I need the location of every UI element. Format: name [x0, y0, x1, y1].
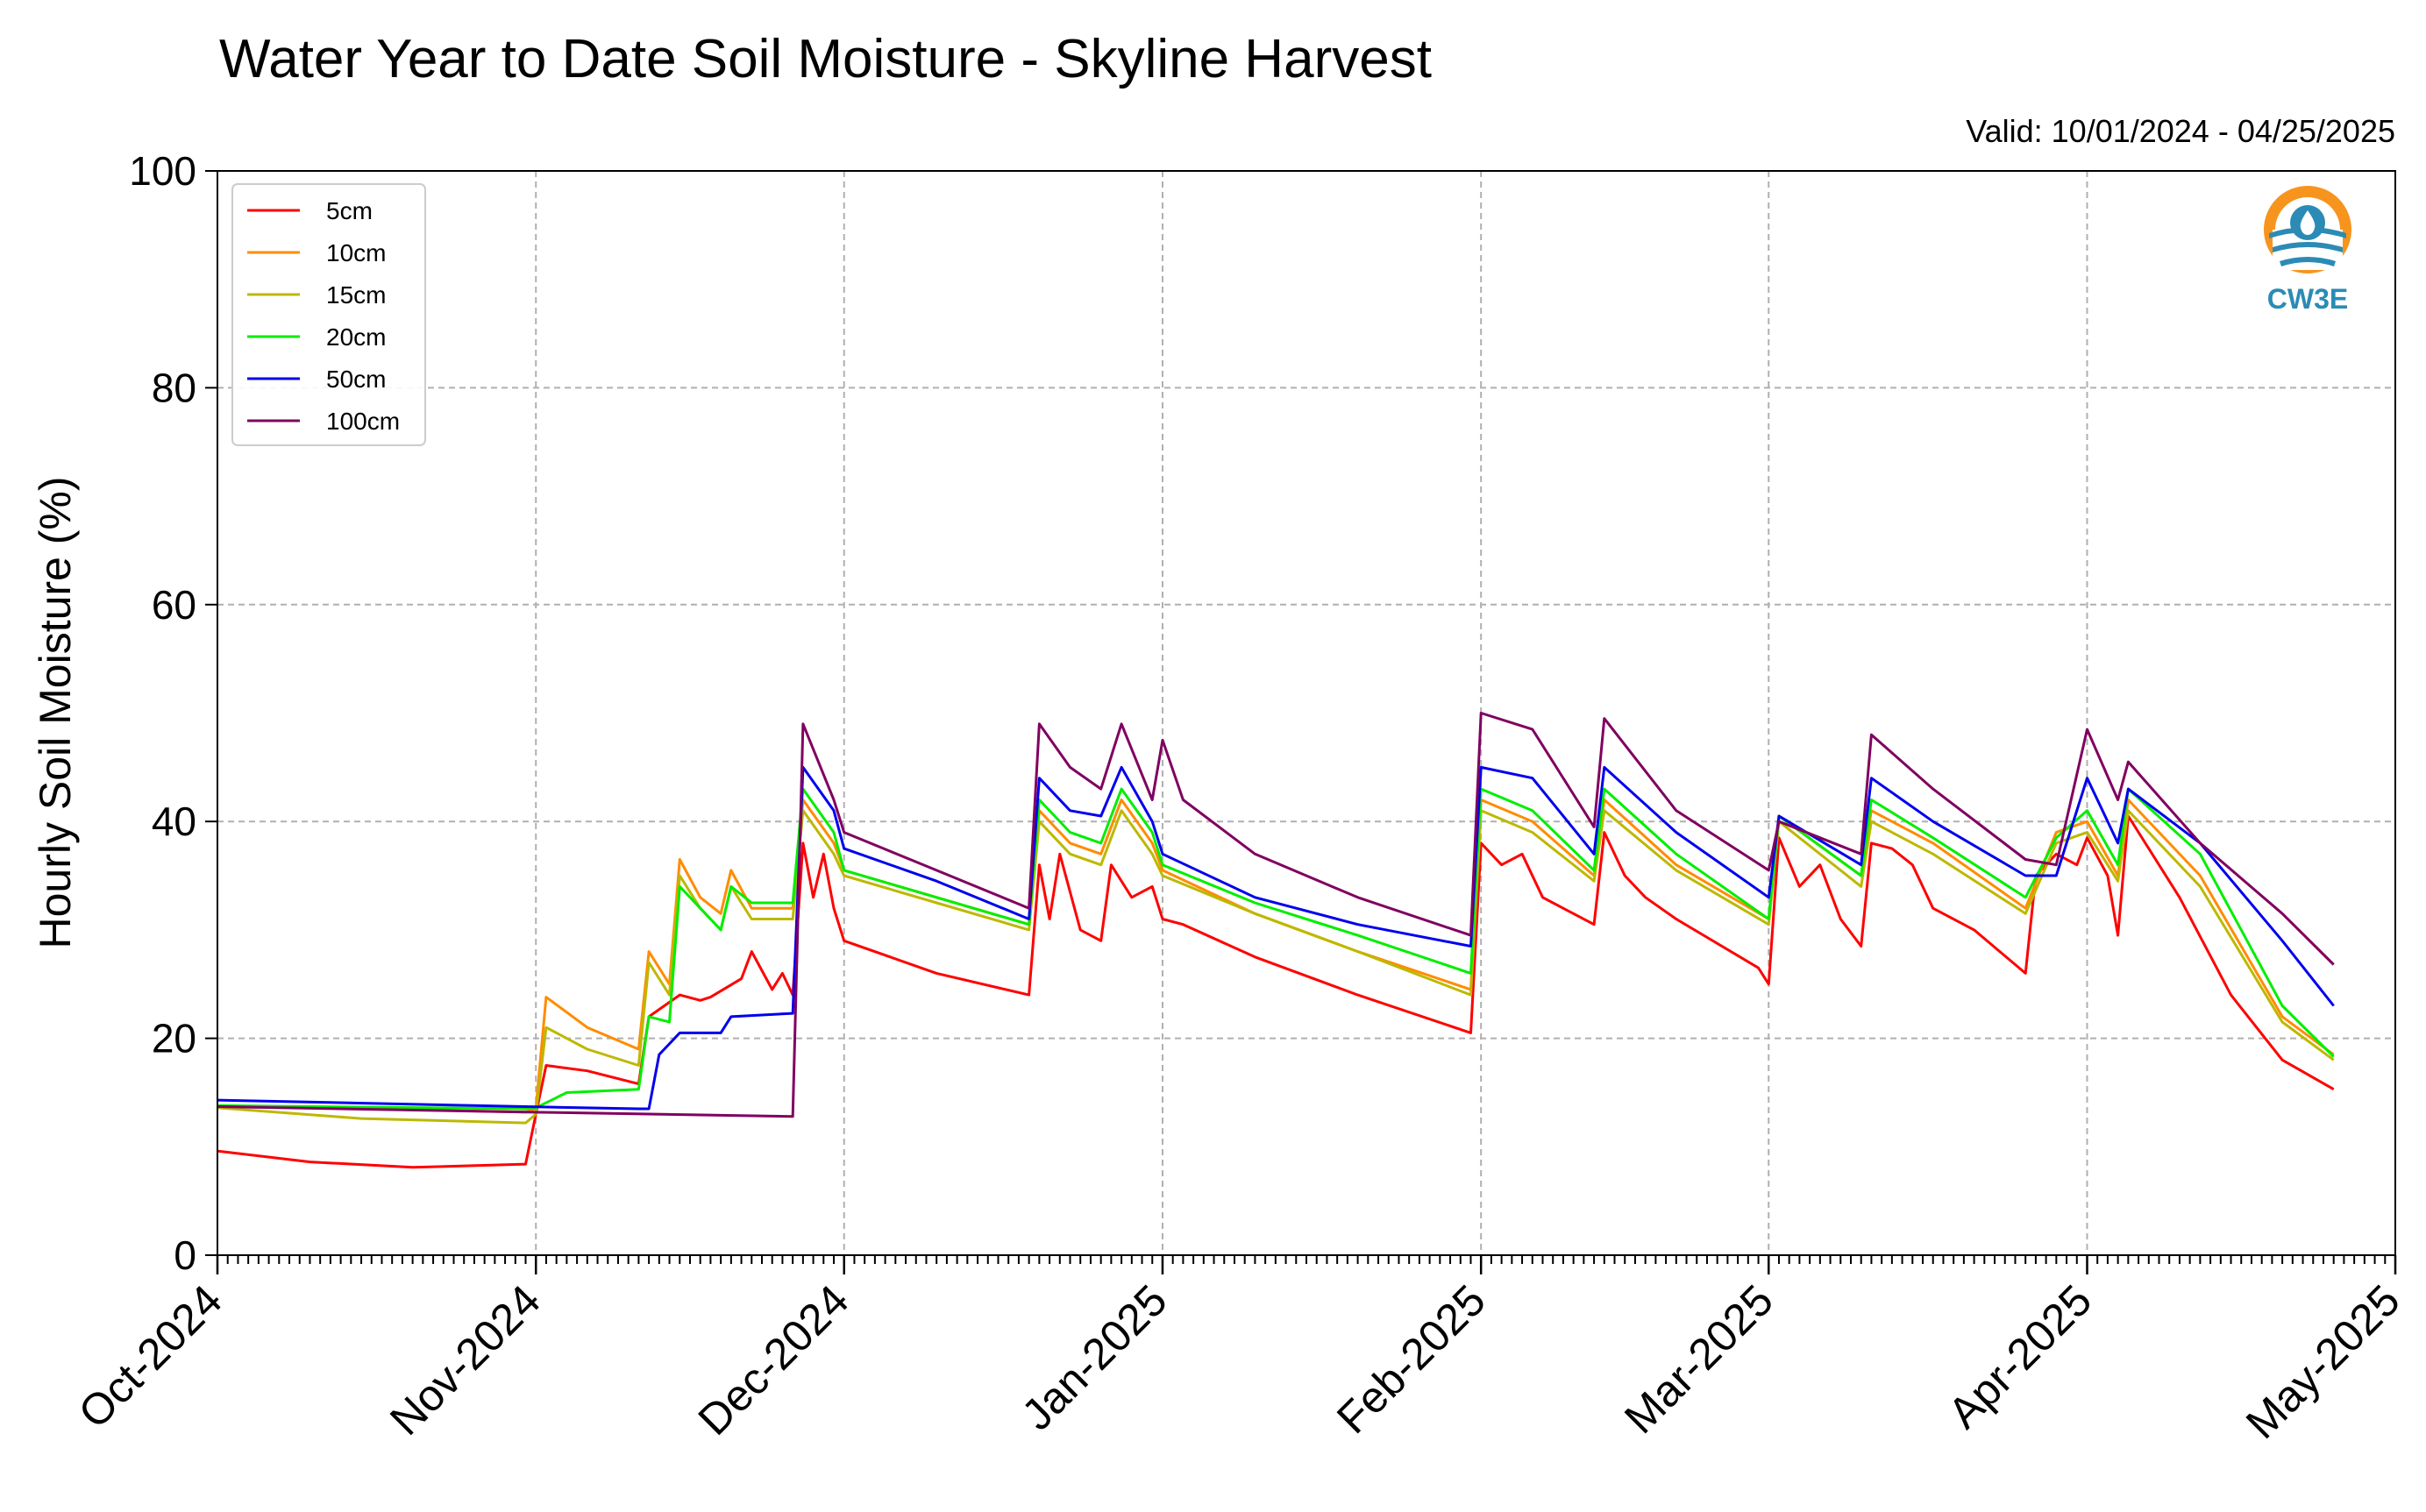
y-tick-label: 0 — [174, 1232, 196, 1278]
plot-frame — [217, 170, 2396, 1256]
logo-text: CW3E — [2267, 283, 2348, 315]
legend-label: 15cm — [326, 281, 386, 309]
chart-subtitle: Valid: 10/01/2024 - 04/25/2025 — [1966, 113, 2395, 149]
grid — [217, 170, 2396, 1256]
y-tick-label: 100 — [129, 148, 196, 194]
logo-wave — [2280, 257, 2336, 266]
x-tick-label: Oct-2024 — [69, 1275, 231, 1437]
cw3e-logo: CW3E — [2264, 186, 2351, 315]
y-axis-label: Hourly Soil Moisture (%) — [31, 476, 80, 948]
series-line-5cm — [217, 814, 2335, 1169]
water-drop-icon — [2300, 210, 2316, 235]
series-line-20cm — [217, 787, 2335, 1111]
x-tick-label: Jan-2025 — [1013, 1275, 1177, 1439]
y-tick-label: 40 — [152, 799, 196, 844]
chart-title: Water Year to Date Soil Moisture - Skyli… — [219, 29, 1432, 89]
x-tick-label: Nov-2024 — [381, 1275, 550, 1445]
legend-label: 50cm — [326, 366, 386, 393]
y-tick-label: 80 — [152, 365, 196, 410]
series-line-15cm — [217, 809, 2335, 1125]
x-tick-label: Mar-2025 — [1615, 1275, 1782, 1443]
series-line-50cm — [217, 765, 2335, 1111]
legend-label: 20cm — [326, 323, 386, 351]
legend: 5cm 10cm 15cm 20cm 50cm 100cm — [231, 183, 426, 446]
legend-label: 100cm — [326, 408, 400, 435]
y-tick-label: 60 — [152, 582, 196, 628]
legend-label: 5cm — [326, 197, 373, 224]
series-line-10cm — [217, 799, 2335, 1114]
legend-label: 10cm — [326, 239, 386, 266]
x-tick-label: Apr-2025 — [1939, 1275, 2101, 1437]
x-tick-label: Feb-2025 — [1327, 1275, 1495, 1443]
logo-wave — [2269, 227, 2346, 238]
series-lines — [217, 712, 2335, 1169]
x-tick-label: May-2025 — [2237, 1275, 2409, 1448]
series-line-100cm — [217, 712, 2335, 1118]
y-tick-label: 20 — [152, 1016, 196, 1061]
x-tick-label: Dec-2024 — [689, 1275, 858, 1445]
logo-wave — [2273, 242, 2343, 252]
